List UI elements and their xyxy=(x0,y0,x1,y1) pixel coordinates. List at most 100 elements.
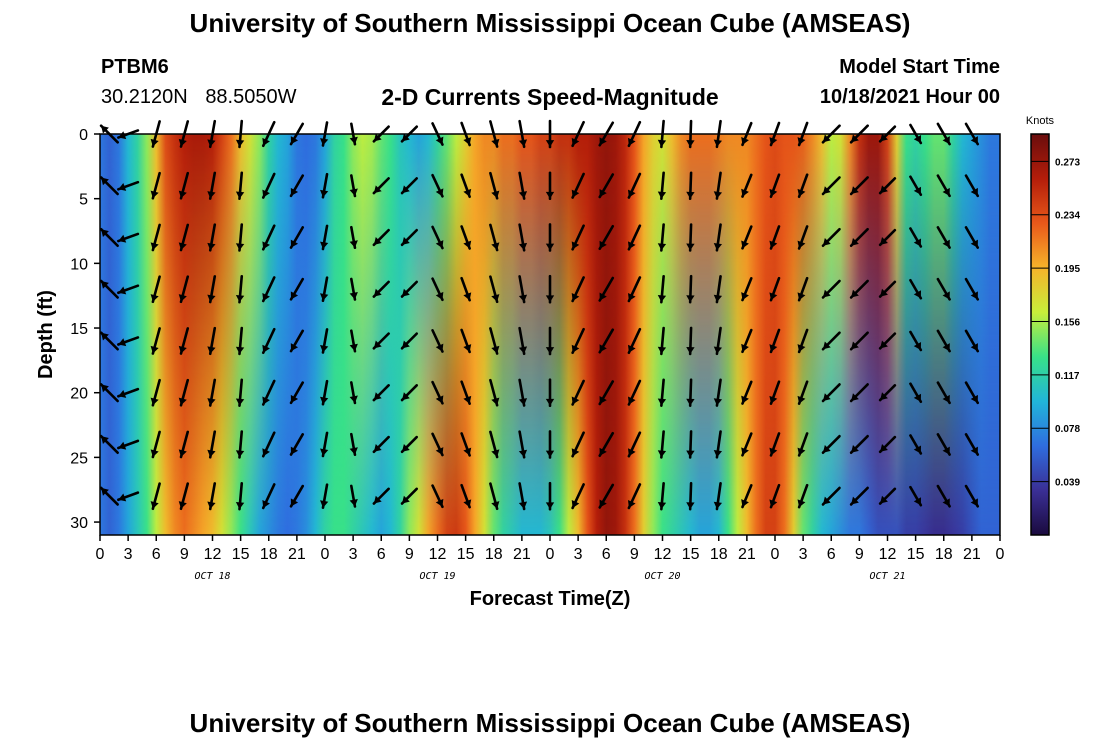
vector-arrowhead xyxy=(463,292,472,301)
vector-arrowhead xyxy=(880,237,888,245)
x-tick-label: 15 xyxy=(457,546,475,563)
vector-arrowhead xyxy=(571,448,580,457)
current-vector xyxy=(598,431,615,458)
x-tick-label: 18 xyxy=(710,546,728,563)
current-vector xyxy=(460,483,472,509)
station-latitude: 30.2120N xyxy=(101,86,188,108)
x-tick-label: 12 xyxy=(204,546,222,563)
current-vector xyxy=(964,381,980,405)
vector-arrowhead xyxy=(207,398,216,406)
current-vector xyxy=(117,387,140,398)
vector-arrowhead xyxy=(627,448,636,457)
vector-arrowhead xyxy=(822,496,831,505)
vector-arrowhead xyxy=(545,450,555,458)
vector-arrowhead xyxy=(150,138,159,147)
current-vector xyxy=(797,225,809,250)
vector-arrowhead xyxy=(178,138,187,147)
vector-arrowhead xyxy=(235,191,245,199)
current-vector xyxy=(235,223,245,252)
current-vector xyxy=(878,280,897,298)
vector-arrowhead xyxy=(101,332,109,341)
vector-arrowhead xyxy=(435,498,444,507)
model-start-value: 10/18/2021 Hour 00 xyxy=(819,86,1000,108)
current-vector xyxy=(627,224,642,251)
x-axis-label: Forecast Time(Z) xyxy=(470,588,631,610)
current-vector xyxy=(741,173,753,198)
current-vector xyxy=(571,483,585,510)
current-vector xyxy=(99,434,119,455)
vector-arrowhead xyxy=(150,345,159,354)
current-vector xyxy=(261,172,276,199)
current-vector xyxy=(431,380,444,405)
vector-arrowhead xyxy=(942,187,950,196)
current-vector xyxy=(400,228,419,247)
current-vector xyxy=(150,327,161,355)
vector-arrowhead xyxy=(657,398,667,406)
vector-arrowhead xyxy=(822,341,831,350)
current-vector xyxy=(598,276,615,302)
vector-arrowhead xyxy=(178,501,187,509)
current-vector xyxy=(627,276,642,303)
vector-arrowhead xyxy=(797,447,806,456)
colorbar-tick-label: 0.078 xyxy=(1055,424,1080,435)
current-vector xyxy=(400,280,419,298)
current-vector xyxy=(349,225,358,250)
vector-arrowhead xyxy=(320,345,329,353)
current-vector xyxy=(460,276,472,302)
x-tick-label: 18 xyxy=(485,546,503,563)
vector-arrowhead xyxy=(913,186,922,195)
vector-arrowhead xyxy=(627,241,636,250)
vector-arrowhead xyxy=(913,497,922,506)
vector-arrowhead xyxy=(769,137,778,145)
current-vector xyxy=(289,329,305,353)
current-vector xyxy=(207,275,217,304)
current-vector xyxy=(713,430,723,459)
vector-arrowhead xyxy=(970,239,978,248)
x-tick-label: 0 xyxy=(96,546,105,563)
vector-arrowhead xyxy=(769,447,778,456)
y-tick-label: 0 xyxy=(79,127,88,144)
current-vector xyxy=(489,482,500,511)
current-vector xyxy=(518,171,528,200)
current-vector xyxy=(178,275,190,304)
current-vector xyxy=(372,487,390,505)
vector-arrowhead xyxy=(101,125,109,134)
vector-arrowhead xyxy=(101,229,109,237)
current-vector xyxy=(598,483,615,509)
colorbar-gradient-bar xyxy=(1030,133,1050,536)
vector-arrowhead xyxy=(880,288,888,297)
vector-arrowhead xyxy=(178,397,187,406)
current-vector xyxy=(657,326,667,356)
current-vector xyxy=(936,277,951,301)
vector-arrowhead xyxy=(769,292,778,301)
current-vector xyxy=(99,176,119,196)
current-vector xyxy=(207,430,217,459)
vector-arrowhead xyxy=(262,137,270,146)
current-vector xyxy=(289,484,305,508)
vector-arrowhead xyxy=(822,134,831,143)
current-vector xyxy=(261,379,276,406)
vector-arrowhead xyxy=(118,183,127,191)
vector-arrowhead xyxy=(491,345,500,354)
current-vector xyxy=(545,430,555,459)
vector-arrowhead xyxy=(150,242,159,251)
vector-arrowhead xyxy=(207,139,216,147)
vector-arrowhead xyxy=(599,292,607,301)
vector-arrowhead xyxy=(713,501,723,510)
vector-arrowhead xyxy=(880,340,888,349)
current-vector xyxy=(349,277,358,301)
current-vector xyxy=(235,326,245,356)
current-vector xyxy=(400,435,419,454)
current-vector xyxy=(289,226,305,249)
vector-arrowhead xyxy=(797,137,806,145)
vector-arrowhead xyxy=(463,240,472,249)
x-tick-label: 0 xyxy=(321,546,330,563)
vector-arrowhead xyxy=(741,343,749,352)
current-vector xyxy=(571,379,585,406)
vector-arrowhead xyxy=(101,280,109,289)
vector-arrowhead xyxy=(913,393,922,402)
current-vector xyxy=(936,484,951,508)
x-tick-label: 12 xyxy=(879,546,897,563)
current-vector xyxy=(849,434,869,455)
current-vector xyxy=(460,432,472,457)
